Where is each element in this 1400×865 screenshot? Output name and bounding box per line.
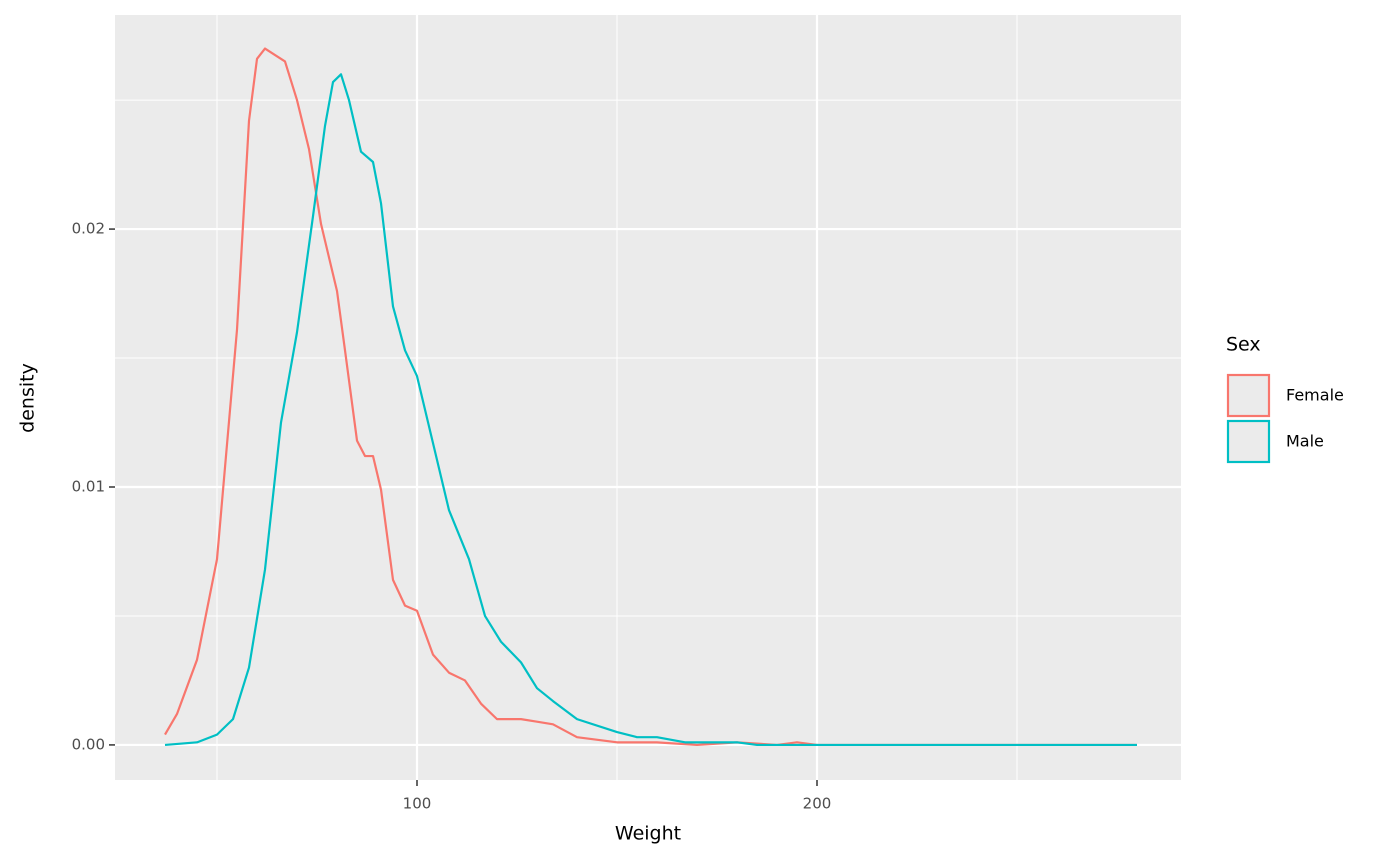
legend-key — [1226, 373, 1271, 418]
x-tick-label: 100 — [403, 795, 432, 813]
y-tick-label: 0.02 — [72, 220, 105, 238]
y-tick-label: 0.01 — [72, 477, 105, 495]
density-line — [164, 73, 1137, 747]
legend-title: Sex — [1226, 334, 1261, 356]
x-tick-label: 200 — [803, 795, 832, 813]
x-axis-title: Weight — [615, 823, 681, 845]
legend-key — [1226, 419, 1271, 464]
legend-label: Female — [1286, 386, 1344, 405]
panel — [115, 15, 1181, 780]
y-tick-label: 0.00 — [72, 735, 105, 753]
legend-label: Male — [1286, 432, 1324, 451]
y-axis-title: density — [17, 363, 39, 433]
density-line — [164, 47, 1137, 747]
